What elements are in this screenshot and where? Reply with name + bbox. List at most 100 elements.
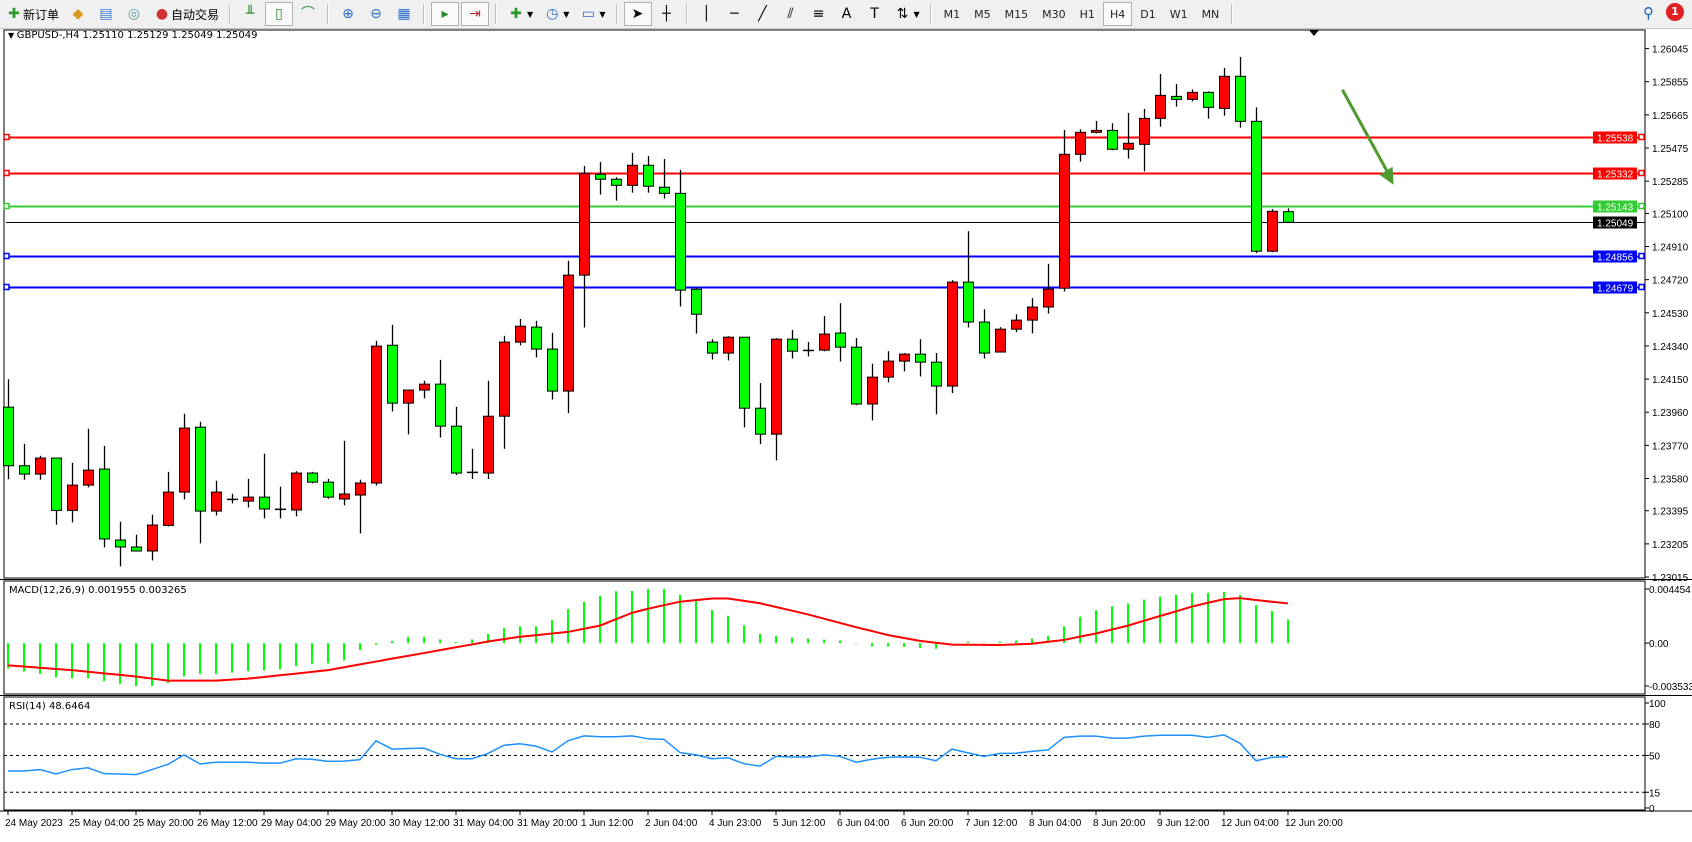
candle-body xyxy=(1139,117,1150,145)
candle xyxy=(115,521,126,567)
candle-body xyxy=(1011,319,1022,330)
candle-body xyxy=(867,376,878,405)
candlestick-button[interactable]: ▯ xyxy=(265,2,294,26)
candle xyxy=(931,353,942,415)
candle-body xyxy=(1107,129,1118,150)
candle xyxy=(1011,314,1022,333)
candle-body xyxy=(771,338,782,435)
price-tick-label: 1.23015 xyxy=(1652,573,1689,584)
horizontal-level-1-handle-right xyxy=(1638,169,1645,177)
timeframe-d1[interactable]: D1 xyxy=(1140,7,1156,21)
tile-windows-button[interactable]: ▦ xyxy=(391,2,417,26)
candle-body xyxy=(819,333,830,351)
candle-body xyxy=(83,469,94,486)
candle xyxy=(1251,107,1262,254)
horizontal-level-0-handle-left xyxy=(3,133,10,141)
timeframe-mn[interactable]: MN xyxy=(1201,7,1220,21)
candle-body xyxy=(483,415,494,474)
candle xyxy=(483,380,494,479)
time-tick-label: 12 Jun 20:00 xyxy=(1285,818,1343,829)
timeframe-m15[interactable]: M15 xyxy=(1004,7,1029,21)
candle-body xyxy=(611,178,622,186)
bar-chart-button[interactable]: ╨ xyxy=(237,2,263,26)
rsi-tick-label: 80 xyxy=(1649,720,1661,731)
candle-body xyxy=(243,496,254,502)
rsi-panel xyxy=(3,696,1646,811)
candle xyxy=(1235,56,1246,128)
timeframe-m30[interactable]: M30 xyxy=(1042,7,1066,21)
candle-body xyxy=(115,539,126,548)
line-chart-button[interactable]: ⌒ xyxy=(295,2,321,26)
signals-button[interactable]: ◎ xyxy=(121,2,147,26)
autoscroll-button[interactable]: ▸ xyxy=(431,2,460,26)
vertical-line-button[interactable]: │ xyxy=(694,2,720,26)
chart-shift-button[interactable]: ⇥ xyxy=(461,2,490,26)
zoom-in-button[interactable]: ⊕ xyxy=(335,2,361,26)
template-icon: ▭ xyxy=(581,6,595,22)
timeframe-w1[interactable]: W1 xyxy=(1169,7,1188,21)
arrows-button[interactable]: ⇅ ▼ xyxy=(890,2,924,26)
price-tick-label: 1.24340 xyxy=(1652,342,1689,353)
timeframe-m5[interactable]: M5 xyxy=(974,7,991,21)
candle-body xyxy=(1027,306,1038,321)
horizontal-level-2-handle-left xyxy=(3,202,10,210)
candle xyxy=(995,327,1006,353)
candle-body xyxy=(451,425,462,474)
candle xyxy=(3,379,14,480)
auto-trading-button[interactable]: ● 自动交易 xyxy=(149,2,223,26)
price-tick-label: 1.25285 xyxy=(1652,177,1689,188)
zoom-in-icon: ⊕ xyxy=(342,6,354,22)
candle-body xyxy=(1203,91,1214,108)
time-tick-label: 7 Jun 12:00 xyxy=(965,818,1018,829)
new-order-button[interactable]: ✚ 新订单 xyxy=(1,2,63,26)
horizontal-line-button[interactable]: ─ xyxy=(722,2,748,26)
candle xyxy=(35,455,46,480)
time-tick-label: 29 May 04:00 xyxy=(261,818,322,829)
candle xyxy=(739,336,750,428)
templates-button[interactable]: ▭ ▼ xyxy=(575,2,609,26)
candle xyxy=(771,338,782,461)
zoom-out-button[interactable]: ⊖ xyxy=(363,2,389,26)
candle-body xyxy=(1235,75,1246,122)
separator xyxy=(1231,4,1234,24)
chart-window[interactable]: 1.26045 1.25855 1.25665 1.25475 1.25285 1.251… xyxy=(0,29,1692,842)
candle xyxy=(515,318,526,346)
candle xyxy=(627,152,638,193)
candle-body xyxy=(403,389,414,404)
chart-canvas[interactable]: 1.26045 1.25855 1.25665 1.25475 1.25285 1.251… xyxy=(0,29,1692,842)
market-watch-button[interactable]: ◆ xyxy=(65,2,91,26)
candle-body xyxy=(99,468,110,540)
chart-shift-icon: ⇥ xyxy=(469,6,481,22)
crosshair-button[interactable]: ┼ xyxy=(654,2,680,26)
equidistant-channel-button[interactable]: ⫽ xyxy=(778,2,804,26)
trendline-button[interactable]: ╱ xyxy=(750,2,776,26)
periods-button[interactable]: ◷ ▼ xyxy=(539,2,573,26)
candle-body xyxy=(339,493,350,500)
indicators-button[interactable]: ✚ ▼ xyxy=(503,2,537,26)
candle xyxy=(227,493,238,504)
fibonacci-button[interactable]: ≡ xyxy=(806,2,832,26)
text-button[interactable]: A xyxy=(834,2,860,26)
candle xyxy=(979,309,990,359)
notification-badge[interactable]: 1 xyxy=(1666,3,1684,21)
candle xyxy=(275,486,286,519)
price-tick-label: 1.23395 xyxy=(1652,507,1689,518)
timeframe-m1[interactable]: M1 xyxy=(943,7,961,21)
bid-line-price-box xyxy=(1593,216,1637,229)
price-tick-label: 1.24530 xyxy=(1652,309,1689,320)
price-tick-label: 1.23770 xyxy=(1652,441,1689,452)
navigator-button[interactable]: ▤ xyxy=(93,2,119,26)
cursor-icon: ➤ xyxy=(631,6,644,22)
candle-body xyxy=(67,484,78,511)
candle xyxy=(883,351,894,383)
text-label-button[interactable]: T xyxy=(862,2,888,26)
candle-body xyxy=(883,360,894,378)
time-tick-label: 1 Jun 12:00 xyxy=(581,818,634,829)
collapse-triangle-icon[interactable]: ▼ xyxy=(8,31,17,40)
timeframe-h1[interactable]: H1 xyxy=(1079,7,1095,21)
search-icon[interactable]: ⚲ xyxy=(1643,4,1654,22)
candle xyxy=(1059,130,1070,292)
separator xyxy=(495,4,498,24)
cursor-button[interactable]: ➤ xyxy=(623,2,652,26)
timeframe-h4[interactable]: H4 xyxy=(1102,2,1133,26)
